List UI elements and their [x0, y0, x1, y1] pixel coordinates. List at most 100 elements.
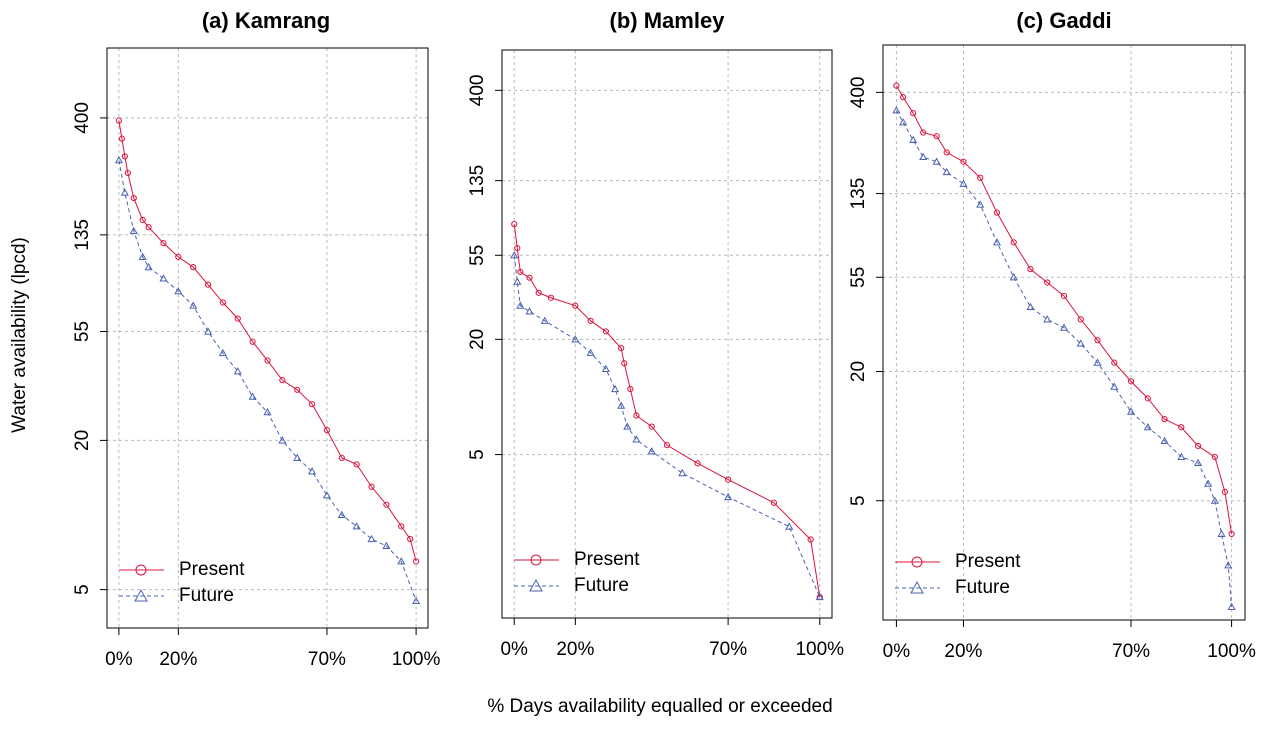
point-marker [145, 224, 152, 231]
legend-marker [135, 564, 147, 576]
point-marker [263, 407, 272, 416]
x-tick-label: 20% [159, 649, 197, 670]
y-tick-label: 5 [848, 495, 869, 506]
point-marker [121, 153, 128, 160]
point-marker [293, 453, 302, 461]
point-marker [120, 188, 129, 196]
point-marker [1178, 424, 1185, 431]
point-marker [535, 289, 542, 296]
point-marker [724, 492, 733, 501]
series [510, 251, 824, 601]
x-axis-label: % Days availability equalled or exceeded [487, 696, 832, 717]
point-marker [279, 377, 286, 384]
point-marker [397, 557, 406, 565]
point-marker [910, 110, 917, 117]
point-marker [815, 592, 824, 601]
point-marker [264, 357, 271, 364]
legend-label: Present [955, 551, 1021, 572]
point-marker [124, 169, 131, 177]
point-marker [249, 338, 256, 345]
x-tick-label: 20% [944, 641, 982, 662]
point-marker [602, 328, 609, 335]
series [511, 221, 823, 601]
y-tick-label: 400 [72, 102, 93, 134]
point-marker [118, 135, 125, 142]
legend-marker [530, 554, 542, 566]
point-marker [510, 251, 519, 259]
point-marker [175, 253, 182, 260]
point-marker [413, 558, 420, 565]
x-tick-label: 70% [709, 639, 747, 660]
x-tick-label: 70% [308, 649, 346, 670]
y-axis-label: Water availability (lpcd) [9, 237, 30, 433]
point-marker [977, 174, 984, 181]
point-marker [1093, 358, 1102, 366]
series [893, 82, 1235, 538]
point-marker [407, 535, 414, 543]
panel-title: (a) Kamrang [202, 8, 330, 33]
point-marker [1144, 395, 1151, 402]
plot-frame [501, 49, 833, 619]
point-marker [1043, 315, 1052, 323]
point-marker [308, 467, 317, 475]
x-tick-label: 0% [105, 649, 133, 670]
legend-label: Present [179, 559, 245, 580]
point-marker [337, 510, 346, 519]
point-marker [1211, 453, 1218, 461]
point-marker [174, 286, 183, 295]
point-marker [587, 317, 594, 324]
point-marker [130, 194, 137, 202]
point-marker [1094, 337, 1101, 344]
x-tick-label: 0% [500, 639, 528, 660]
point-marker [909, 135, 918, 144]
point-marker [1027, 266, 1034, 273]
x-tick-label: 0% [883, 641, 911, 662]
x-tick-label: 70% [1112, 641, 1150, 662]
plot-frame [882, 44, 1246, 621]
y-tick-label: 55 [467, 245, 488, 266]
point-marker [1111, 359, 1118, 366]
point-marker [770, 499, 778, 506]
point-marker [725, 476, 732, 483]
point-marker [1210, 496, 1219, 504]
point-marker [218, 348, 227, 357]
point-marker [1127, 378, 1135, 385]
y-tick-label: 20 [72, 430, 93, 451]
point-marker [1217, 529, 1226, 538]
point-marker [517, 268, 524, 276]
point-marker [367, 534, 376, 543]
panel-title: (b) Mamley [610, 8, 726, 33]
point-marker [621, 360, 628, 367]
y-tick-label: 400 [848, 77, 869, 109]
y-tick-label: 55 [848, 267, 869, 288]
y-tick-label: 55 [72, 321, 93, 342]
series-line [895, 110, 1233, 607]
point-marker [807, 536, 814, 543]
point-marker [278, 436, 287, 444]
point-marker [526, 274, 533, 281]
point-marker [1076, 339, 1085, 347]
point-marker [138, 252, 147, 260]
legend-marker [134, 588, 148, 602]
x-tick-label: 100% [392, 649, 441, 670]
point-marker [204, 327, 213, 335]
point-marker [322, 491, 331, 499]
point-marker [647, 447, 656, 455]
y-tick-label: 135 [848, 178, 869, 210]
point-marker [899, 118, 908, 126]
point-marker [1044, 279, 1051, 286]
point-marker [611, 384, 620, 393]
point-marker [513, 277, 522, 285]
point-marker [572, 302, 579, 309]
point-marker [623, 422, 632, 430]
series [892, 106, 1236, 610]
point-marker [1077, 316, 1084, 323]
point-marker [516, 301, 525, 309]
point-marker [219, 299, 227, 306]
point-marker [932, 157, 941, 165]
point-marker [160, 240, 167, 247]
point-marker [1126, 407, 1136, 415]
point-marker [648, 423, 655, 430]
point-marker [114, 156, 123, 164]
